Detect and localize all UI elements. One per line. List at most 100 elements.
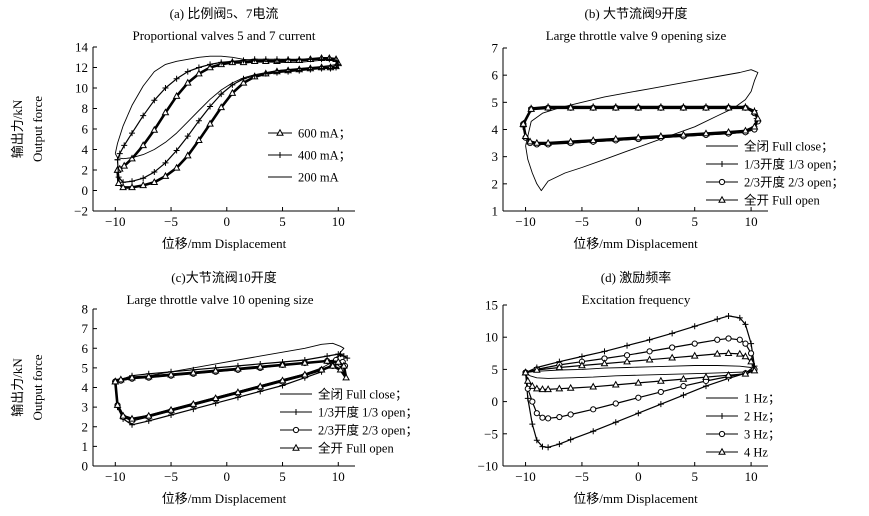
panel-a-series-1-point (218, 91, 225, 98)
panel-c-x-tick-label: −10 (105, 469, 125, 484)
panel-a-series-0-point (239, 78, 248, 86)
panel-a-series-0-point (139, 141, 148, 149)
panel-b-subtitle: Large throttle valve 9 opening size (546, 28, 727, 43)
panel-c-y-tick-label: 6 (82, 341, 89, 356)
panel-a-series-0-point (128, 183, 136, 191)
panel-c-series-3-point (144, 372, 153, 380)
panel-c-x-tick-label: 10 (332, 469, 345, 484)
panel-d-series-2-point (567, 411, 574, 418)
panel-a-series-0-line (116, 56, 340, 189)
panel-b-series-3-point (702, 103, 710, 111)
panel-d-x-tick-label: 5 (691, 469, 698, 484)
panel-d: (d) 激励频率 Excitation frequency −10 −5 0 5 10 1… (478, 270, 781, 506)
panel-c-series-3-point (211, 366, 220, 374)
panel-c-y-tick-label: 1 (82, 439, 89, 454)
panel-a-legend-label-1: 400 mA； (298, 149, 351, 163)
panel-c-legend-label-3: 全开 Full open (318, 441, 394, 456)
panel-b-series-3-point (527, 104, 536, 112)
panel-d-legend-marker-3 (718, 447, 726, 455)
panel-a-series-1-point (251, 56, 258, 63)
panel-b-x-tick-label: −10 (515, 214, 535, 229)
panel-c-legend-label-2: 2/3开度 2/3 open； (318, 423, 418, 438)
panel-a-y-label: 输出力/kN (10, 99, 25, 158)
panel-a-y-label: Output force (30, 96, 45, 162)
panel-b-series-3-point (544, 138, 552, 146)
panel-a-series-1-point (327, 65, 334, 72)
panel-d-series-1-point (742, 321, 749, 328)
panel-d-series-3-point (724, 349, 733, 356)
panel-a-series-2-line (114, 55, 339, 160)
panel-c-series-3-point (111, 377, 120, 385)
panel-c-series-3-point (256, 382, 265, 390)
panel-b-series-3-point (634, 133, 643, 141)
panel-d-series-3-point (713, 349, 722, 357)
panel-a-y-tick-label: 14 (75, 40, 89, 55)
panel-b-y-tick-label: 5 (492, 95, 499, 110)
panel-a-series-1-point (162, 159, 169, 166)
panel-c-series-3-point (256, 362, 265, 370)
panel-c-x-tick-label: −5 (164, 469, 178, 484)
panel-d-series-3-point (679, 374, 688, 382)
panel-a-series-1-point (140, 112, 147, 119)
panel-d-series-3-point (600, 359, 609, 367)
panel-d-legend-label-2: 3 Hz； (744, 428, 780, 442)
panel-c-series-3-point (167, 370, 175, 378)
panel-a-title: (a) 比例阀5、7电流 (170, 6, 279, 21)
panel-d-series-2-point (714, 336, 721, 343)
panel-d-series-1-point (702, 383, 709, 390)
panel-a-series-1-point (184, 68, 191, 75)
panel-a-series-1-point (296, 56, 303, 63)
panel-d-series-2-point (529, 398, 536, 405)
panel-a-series-0-point (161, 171, 170, 179)
panel-c-y-tick-label: 0 (82, 459, 89, 474)
panel-c-series-3-point (167, 405, 175, 413)
panel-d-series-3-point (578, 361, 586, 369)
panel-a-series-1-point (121, 142, 128, 149)
panel-d-series-2-point (747, 350, 755, 357)
panel-b-series-3-point (544, 103, 552, 111)
panel-c-series-1-point (340, 353, 347, 360)
panel-d-subtitle: Excitation frequency (582, 292, 691, 307)
panel-c-series-3-point (189, 368, 198, 376)
panel-b-legend-label-0: 全闭 Full close； (744, 139, 834, 154)
panel-d-series-2-point (742, 340, 749, 347)
panel-a-series-1-point (262, 70, 269, 77)
panel-c: (c)大节流阀10开度 Large throttle valve 10 open… (10, 270, 418, 506)
panel-b-x-tick-label: −5 (575, 214, 589, 229)
panel-c-legend-label-1: 1/3开度 1/3 open； (318, 405, 418, 420)
panel-d-x-tick-label: 10 (745, 469, 758, 484)
panel-d-series-1-point (601, 348, 608, 355)
panel-b-series-3-point (566, 137, 575, 145)
panel-b-series-3-point (750, 107, 759, 115)
panel-c-subtitle: Large throttle valve 10 opening size (126, 292, 313, 307)
panel-b-series-3-point (611, 134, 620, 142)
panel-d-series-1-point (680, 392, 687, 399)
panel-d-series-2-point (612, 400, 619, 407)
panel-b-series-3-point (657, 132, 665, 139)
panel-a-y-tick-label: −2 (74, 204, 88, 219)
panel-a-series-0-point (120, 161, 129, 169)
panel-c-y-tick-label: 7 (82, 321, 89, 336)
panel-b-series-3-point (741, 103, 750, 111)
panel-d-series-3-point (724, 370, 733, 378)
panel-a-x-tick-label: 5 (279, 214, 286, 229)
panel-d-series-3-point (668, 353, 676, 361)
panel-d-series-3-point (523, 376, 532, 384)
panel-b-series-3-point (724, 127, 733, 135)
panel-d-series-3-point (521, 368, 530, 376)
panel-b-series-3-point (741, 126, 750, 134)
panel-d-y-tick-label: 5 (492, 362, 499, 377)
panel-a-series-0-point (195, 136, 203, 143)
panel-d-series-1-point (669, 330, 676, 337)
panel-d-x-tick-label: −5 (575, 469, 589, 484)
panel-d-series-3-point (750, 366, 759, 374)
panel-d-series-3-point (735, 349, 744, 357)
panel-b-series-3-point (724, 103, 733, 111)
panel-d-y-tick-label: −10 (478, 459, 498, 474)
panel-d-y-tick-label: 15 (485, 298, 498, 313)
panel-b-series-3-point (750, 122, 759, 130)
panel-d-series-1-point (533, 437, 540, 444)
panel-a-series-1-point (318, 56, 325, 63)
panel-b-series-3-point (754, 114, 762, 122)
panel-c-series-3-point (342, 373, 350, 381)
